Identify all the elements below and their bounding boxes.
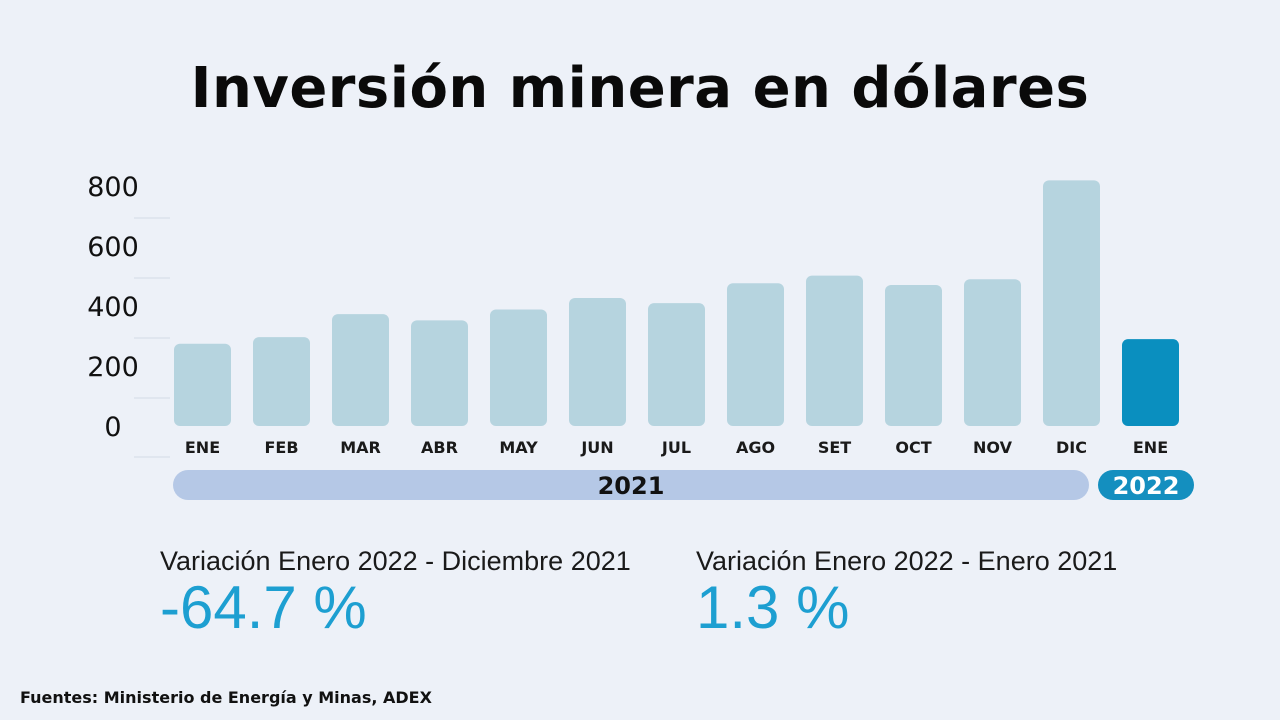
x-tick-label: SET: [818, 438, 851, 457]
stat-value: -64.7 %: [160, 574, 367, 641]
x-tick-label: MAY: [499, 438, 538, 457]
bar-chart: 0 200 400 600 800 ENE FEB MAR ABR MAY JUN JUL AGO SE…: [87, 172, 1194, 500]
bar: [174, 343, 231, 426]
bar: [332, 314, 389, 426]
bar-series: [174, 180, 1179, 426]
y-tick-label: 800: [87, 172, 139, 203]
source-note: Fuentes: Ministerio de Energía y Minas, …: [20, 688, 432, 707]
stat-value: 1.3 %: [696, 574, 850, 641]
stat-dec-variation: Variación Enero 2022 - Diciembre 2021 -6…: [160, 546, 631, 641]
stat-label: Variación Enero 2022 - Enero 2021: [696, 546, 1118, 576]
bar: [569, 298, 626, 426]
y-tick-label: 0: [104, 412, 121, 443]
year-band: [173, 470, 1089, 500]
bar: [964, 279, 1021, 426]
y-tick-label: 600: [87, 232, 139, 263]
year-band: [1098, 470, 1194, 500]
bar: [727, 283, 784, 426]
chart-title: Inversión minera en dólares: [190, 56, 1090, 121]
bar: [1043, 180, 1100, 426]
bar: [253, 337, 310, 426]
bar: [648, 303, 705, 426]
x-tick-label: FEB: [264, 438, 298, 457]
x-tick-label: OCT: [895, 438, 931, 457]
x-tick-label: JUL: [661, 438, 691, 457]
stat-label: Variación Enero 2022 - Diciembre 2021: [160, 546, 631, 576]
bar: [1122, 339, 1179, 426]
x-tick-label: MAR: [340, 438, 381, 457]
x-tick-label: ENE: [185, 438, 220, 457]
y-tick-label: 400: [87, 292, 139, 323]
y-axis-ticks: 0 200 400 600 800: [87, 172, 170, 458]
year-band-label: 2021: [598, 472, 665, 500]
x-tick-label: JUN: [580, 438, 613, 457]
stat-jan-variation: Variación Enero 2022 - Enero 2021 1.3 %: [696, 546, 1118, 641]
x-axis-ticks: ENE FEB MAR ABR MAY JUN JUL AGO SET OCT NOV DIC ENE: [185, 438, 1168, 457]
x-tick-label: NOV: [973, 438, 1013, 457]
y-tick-label: 200: [87, 352, 139, 383]
bar: [411, 320, 468, 426]
year-band-label: 2022: [1113, 472, 1180, 500]
bar: [490, 309, 547, 426]
bar: [806, 275, 863, 426]
x-tick-label: DIC: [1056, 438, 1087, 457]
x-tick-label: AGO: [736, 438, 775, 457]
x-tick-label: ABR: [421, 438, 458, 457]
year-bands: 2021 2022: [173, 470, 1194, 500]
x-tick-label: ENE: [1133, 438, 1168, 457]
bar: [885, 285, 942, 426]
